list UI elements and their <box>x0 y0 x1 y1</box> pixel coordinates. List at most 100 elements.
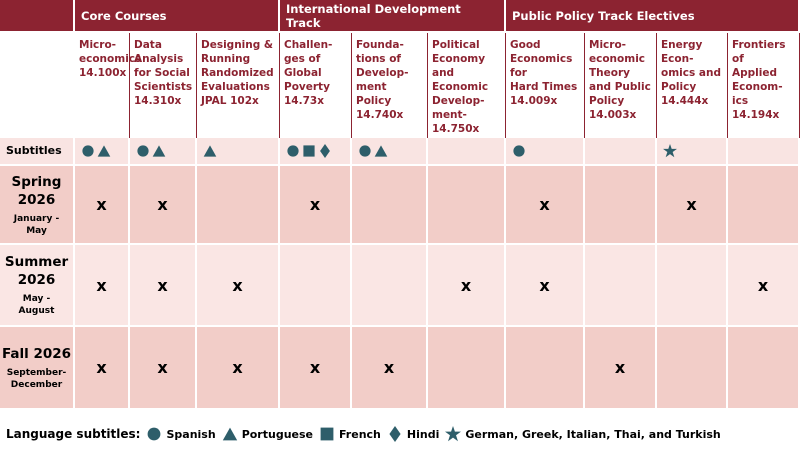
offered-mark: x <box>96 358 107 377</box>
offered-mark: x <box>539 195 550 214</box>
course-line: economic <box>589 53 646 65</box>
legend-item: German, Greek, Italian, Thai, and Turkis… <box>465 427 721 441</box>
course-line: Econom- <box>732 81 783 93</box>
term-date: August <box>18 306 55 316</box>
schedule-cell: x <box>130 245 197 327</box>
course-line: Policy <box>661 81 697 93</box>
offered-mark: x <box>96 195 107 214</box>
term-name: 2026 <box>17 191 56 208</box>
language-icon <box>97 145 111 157</box>
course-line: Econ- <box>661 53 694 65</box>
schedule-cell: x <box>75 166 130 245</box>
offered-mark: x <box>757 275 769 295</box>
course-header: Data Analysis for Social Scientists 14.310x <box>130 33 197 138</box>
subtitle-cell <box>657 138 728 166</box>
language-icon <box>222 427 237 441</box>
legend-item: Hindi <box>406 427 440 441</box>
schedule-cell <box>280 245 352 327</box>
group-header: Core Courses <box>75 0 280 33</box>
course-line: 14.003x <box>589 109 637 121</box>
course-line: 14.750x <box>432 123 480 135</box>
schedule-cell: x <box>197 245 280 327</box>
schedule-cell: x <box>280 327 352 410</box>
course-line: Founda- <box>356 39 404 51</box>
language-icon <box>303 145 315 157</box>
term-dates: January - May <box>0 213 73 237</box>
course-line: for <box>510 67 527 79</box>
offered-mark: x <box>232 358 243 377</box>
course-line: 14.310x <box>134 95 182 107</box>
course-line: Energy <box>661 39 703 51</box>
corner-cell <box>0 0 75 33</box>
schedule-cell: x <box>352 327 428 410</box>
language-icon <box>82 145 94 157</box>
course-line: Applied <box>732 67 777 79</box>
course-header: Designing & Running Randomized Evaluations J… <box>197 33 280 138</box>
schedule-cell <box>352 245 428 327</box>
offered-mark: x <box>614 358 626 377</box>
language-icon <box>513 145 525 157</box>
course-line: Policy <box>589 95 625 107</box>
course-line: omics and <box>661 67 721 79</box>
course-line: Political <box>432 39 480 51</box>
course-line: Micro- <box>79 39 117 51</box>
course-line: Micro- <box>589 39 627 51</box>
course-line: tions of <box>356 53 401 65</box>
language-icon <box>389 426 401 442</box>
language-icon <box>374 145 388 157</box>
course-line: 14.444x <box>661 95 709 107</box>
schedule-cell: x <box>506 166 585 245</box>
course-line: Running <box>201 53 251 65</box>
group-header: International Development Track Electives <box>280 0 506 44</box>
course-line: Economics <box>510 53 573 65</box>
offered-mark: x <box>157 358 168 377</box>
offered-mark: x <box>96 275 107 295</box>
offered-mark: x <box>686 195 697 214</box>
course-line: Theory <box>589 67 630 79</box>
course-line: Challen- <box>284 39 333 51</box>
schedule-cell: x <box>506 245 585 327</box>
offered-mark: x <box>157 195 168 214</box>
offered-mark: x <box>232 275 243 295</box>
course-line: 14.73x <box>284 95 324 107</box>
offered-mark: x <box>157 275 168 295</box>
language-icon <box>148 427 161 441</box>
term-date: May <box>26 225 47 236</box>
course-line: Poverty <box>284 81 330 93</box>
course-line: Data <box>134 39 162 51</box>
schedule-cell <box>657 327 728 410</box>
course-header: Political Economy and Economic Develop-ment-… <box>428 33 506 138</box>
term-name: Summer <box>4 254 69 270</box>
schedule-cell: x <box>130 327 197 410</box>
row-label: Subtitles <box>0 138 75 166</box>
term-dates: September- December <box>0 367 73 391</box>
course-header: Good Economics for Hard Times 14.009x <box>506 33 585 138</box>
schedule-cell: x <box>75 245 130 327</box>
course-line: Develop- <box>356 67 409 79</box>
language-icon <box>203 145 217 157</box>
course-line: 14.009x <box>510 95 558 107</box>
course-line: 14.740x <box>356 109 404 121</box>
legend: Language subtitles: Spanish Portuguese Fren… <box>6 426 723 442</box>
schedule-cell: x <box>280 166 352 245</box>
schedule-cell: x <box>130 166 197 245</box>
course-line: 14.100x <box>79 67 127 79</box>
schedule-cell <box>728 166 800 245</box>
course-header: Challen-ges of Global Poverty 14.73x <box>280 33 352 138</box>
course-line: Economy <box>432 53 486 65</box>
schedule-cell: x <box>75 327 130 410</box>
course-line: for Social <box>134 67 190 79</box>
course-line: and Public <box>589 81 651 93</box>
subtitle-cell <box>585 138 657 166</box>
course-line: ment Policy <box>356 81 392 107</box>
subtitle-cell <box>428 138 506 166</box>
subtitle-cell <box>130 138 197 166</box>
term-name: 2026 <box>17 272 56 288</box>
subtitle-cell <box>506 138 585 166</box>
language-icon <box>320 427 334 441</box>
language-icon <box>359 145 371 157</box>
language-icon <box>320 144 330 158</box>
language-icon <box>287 145 299 157</box>
term-date: January - <box>13 213 60 224</box>
